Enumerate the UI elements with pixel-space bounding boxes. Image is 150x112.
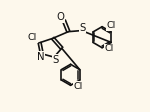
Text: N: N bbox=[37, 52, 45, 62]
Text: Cl: Cl bbox=[74, 82, 83, 91]
Text: Cl: Cl bbox=[28, 33, 37, 42]
Text: S: S bbox=[80, 23, 86, 33]
Text: O: O bbox=[57, 12, 65, 22]
Text: Cl: Cl bbox=[106, 21, 115, 30]
Text: S: S bbox=[52, 55, 59, 65]
Text: Cl: Cl bbox=[105, 44, 114, 53]
